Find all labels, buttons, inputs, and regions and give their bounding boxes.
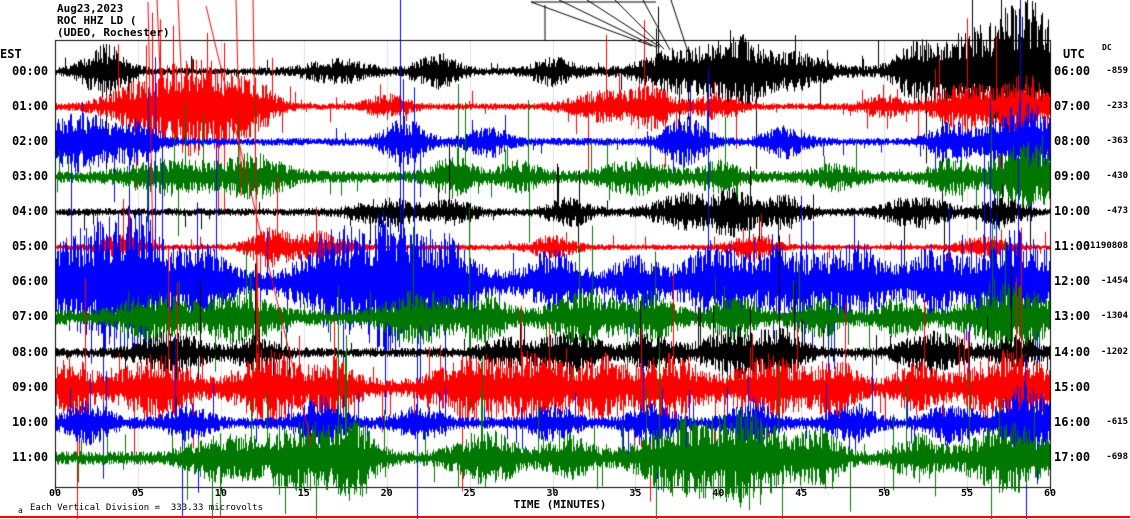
dc-value: -473 [1106, 206, 1128, 217]
utc-time-label: 06:00 [1054, 63, 1091, 78]
title-block: Aug23,2023 ROC HHZ LD ( (UDEO, Rochester… [57, 3, 170, 39]
x-tick-label: 30 [546, 488, 559, 499]
est-time-label: 05:00 [12, 239, 49, 254]
dc-value: -233 [1106, 100, 1128, 111]
dc-value: -1202 [1100, 346, 1128, 357]
title-location: (UDEO, Rochester) [57, 26, 170, 39]
utc-time-label: 17:00 [1054, 450, 1091, 465]
dc-value: -698 [1106, 452, 1128, 463]
est-time-label: 00:00 [12, 63, 49, 78]
est-time-label: 04:00 [12, 204, 49, 219]
x-tick-label: 35 [629, 488, 642, 499]
utc-time-label: 16:00 [1054, 414, 1091, 429]
x-tick-label: 60 [1043, 488, 1057, 499]
est-time-label: 02:00 [12, 133, 49, 148]
utc-time-label: 13:00 [1054, 309, 1091, 324]
x-tick-label: 25 [463, 488, 476, 499]
x-tick-label: 40 [712, 488, 725, 499]
x-tick-label: 05 [131, 488, 144, 499]
dc-value: -615 [1106, 416, 1128, 427]
dc-value: -859 [1106, 65, 1128, 76]
dc-value: -430 [1106, 170, 1128, 181]
dc-value: -1190808 [1084, 241, 1128, 252]
est-time-label: 09:00 [12, 379, 49, 394]
dc-axis-label: DC [1102, 43, 1112, 52]
x-tick-label: 00 [48, 488, 62, 499]
x-tick-label: 55 [961, 488, 974, 499]
utc-time-label: 12:00 [1054, 274, 1091, 289]
utc-time-label: 09:00 [1054, 168, 1091, 183]
dc-value: -1454 [1100, 276, 1128, 287]
utc-time-label: 11:00 [1054, 239, 1091, 254]
bottom-red-line [0, 516, 1130, 518]
x-tick-label: 45 [795, 488, 808, 499]
est-time-label: 01:00 [12, 98, 49, 113]
title-station: ROC HHZ LD ( [57, 14, 137, 27]
utc-time-label: 15:00 [1054, 379, 1091, 394]
est-axis-label: EST [0, 47, 22, 61]
utc-axis-label: UTC [1063, 47, 1085, 61]
est-time-label: 10:00 [12, 414, 49, 429]
dc-value: -1304 [1100, 311, 1128, 322]
utc-time-label: 14:00 [1054, 344, 1091, 359]
x-tick-label: 10 [214, 488, 227, 499]
footnote-mark: a [18, 506, 23, 515]
x-tick-label: 50 [878, 488, 891, 499]
utc-time-label: 10:00 [1054, 204, 1091, 219]
title-date: Aug23,2023 [57, 2, 124, 15]
utc-time-label: 08:00 [1054, 133, 1091, 148]
est-time-label: 08:00 [12, 344, 49, 359]
est-time-label: 06:00 [12, 274, 49, 289]
est-time-label: 03:00 [12, 168, 49, 183]
dc-value: -363 [1106, 135, 1128, 146]
utc-time-label: 07:00 [1054, 98, 1091, 113]
x-tick-label: 15 [297, 488, 310, 499]
footnote: Each Vertical Division = 333.33 microvol… [30, 503, 263, 513]
est-time-label: 07:00 [12, 309, 49, 324]
est-time-label: 11:00 [12, 450, 49, 465]
x-axis-title: TIME (MINUTES) [513, 498, 607, 511]
x-tick-label: 20 [380, 488, 393, 499]
